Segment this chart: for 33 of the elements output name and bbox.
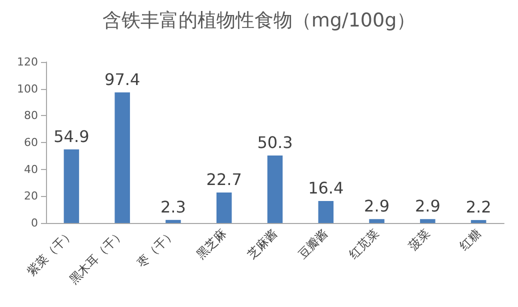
bar (318, 200, 334, 223)
bar (420, 219, 436, 223)
bar (114, 92, 130, 223)
y-tick-label: 20 (24, 190, 38, 203)
data-label: 2.9 (364, 196, 390, 216)
x-tick-label: 黑芝麻 (194, 226, 230, 262)
y-tick-label: 120 (17, 56, 38, 68)
bar (166, 220, 181, 223)
bar (216, 192, 232, 223)
data-label: 50.3 (257, 133, 293, 152)
data-label: 2.2 (466, 198, 492, 217)
bar (267, 156, 283, 223)
y-tick-label: 100 (17, 82, 38, 96)
bar (64, 149, 80, 223)
x-tick-label: 红苋菜 (346, 226, 382, 262)
bar (369, 219, 384, 223)
x-tick-label: 菠菜 (406, 226, 433, 253)
x-tick-label: 红糖 (456, 226, 484, 253)
x-tick-label: 芝麻酱 (244, 226, 280, 262)
data-label: 97.4 (104, 70, 140, 89)
x-tick-label: 枣（干） (134, 226, 178, 270)
y-tick-label: 80 (24, 109, 38, 122)
bar (470, 220, 486, 223)
chart-title: 含铁丰富的植物性食物（mg/100g） (102, 10, 416, 32)
data-label: 16.4 (308, 178, 344, 198)
data-label: 2.9 (414, 196, 440, 216)
x-tick-label: 豆瓣酱 (295, 226, 331, 262)
data-label: 54.9 (54, 126, 90, 146)
data-label: 2.3 (160, 197, 186, 216)
y-tick-label: 0 (31, 216, 38, 230)
y-tick-label: 60 (24, 136, 38, 149)
y-tick-label: 40 (24, 162, 38, 176)
data-label: 22.7 (206, 170, 242, 190)
